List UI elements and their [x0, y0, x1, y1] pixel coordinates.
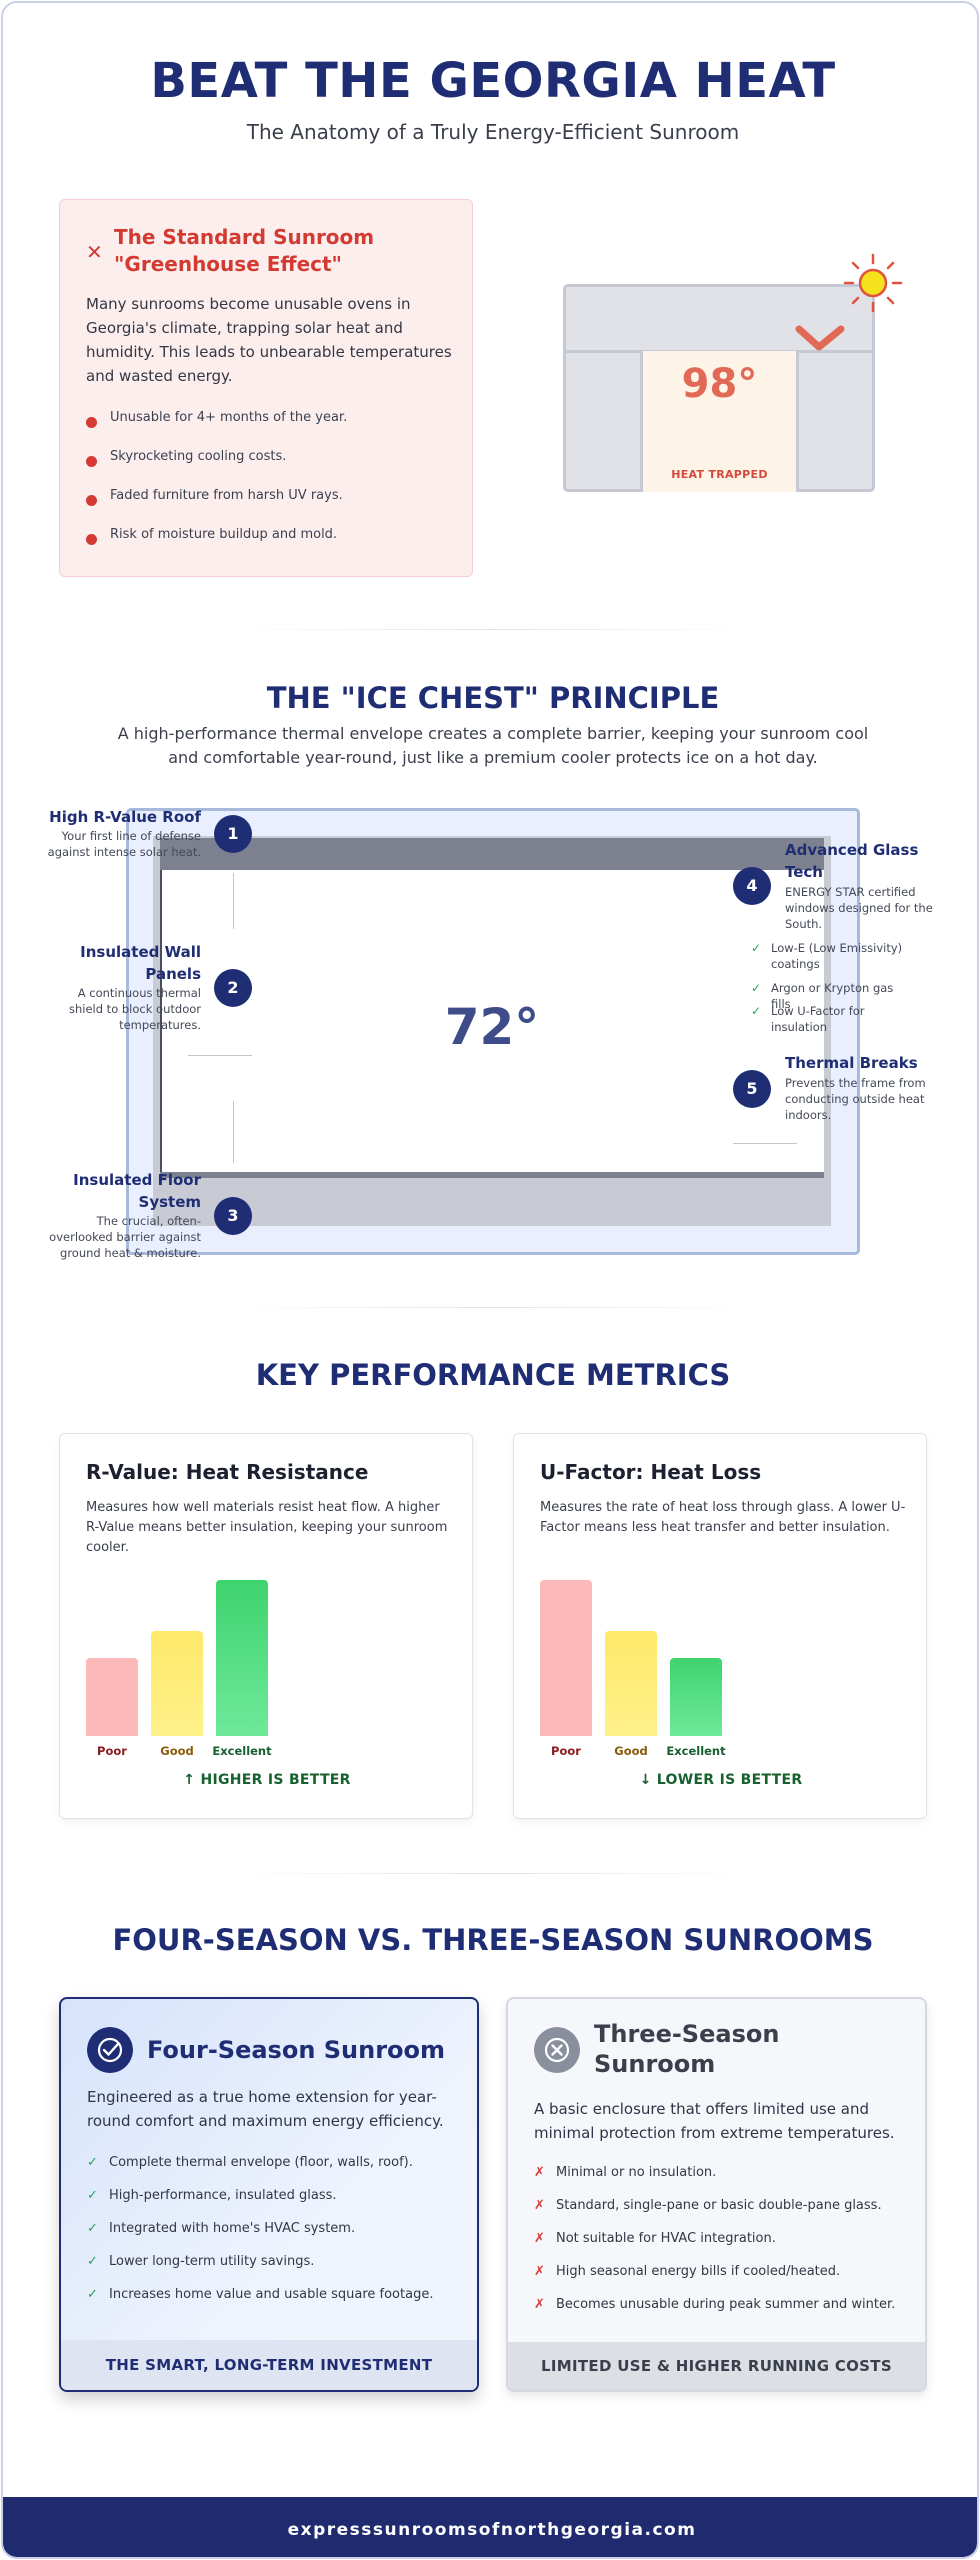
floor-connector-line	[233, 1101, 234, 1163]
u-factor-title: U-Factor: Heat Loss	[540, 1460, 762, 1484]
u-factor-footer: ↓ LOWER IS BETTER	[639, 1772, 803, 1788]
arrow-down-icon: ↓	[639, 1772, 652, 1788]
bar-label-excellent: Excellent	[212, 1744, 272, 1758]
bullet-dot-icon	[86, 495, 97, 506]
bar-poor	[540, 1580, 592, 1736]
insulated-roof-bar	[160, 838, 824, 870]
floor-label-title: Insulated Floor System	[73, 1171, 201, 1211]
thermal-break-label-desc: Prevents the frame from conducting outsi…	[785, 1076, 926, 1122]
bar-good	[605, 1631, 657, 1736]
glass-label-title: Advanced Glass Tech	[785, 841, 919, 881]
bullet-dot-icon	[86, 534, 97, 545]
check-icon: ✓	[87, 2254, 98, 2269]
x-mark-icon: ✗	[534, 2231, 545, 2246]
x-mark-icon: ✗	[534, 2297, 545, 2312]
website-link[interactable]: expresssunroomsofnorthgeorgia.com	[287, 2520, 697, 2540]
three-season-card: Three-Season Sunroom A basic enclosure t…	[506, 1997, 927, 2392]
wall-label-desc: A continuous thermal shield to block out…	[68, 986, 201, 1032]
four-season-title: Four-Season Sunroom	[147, 2036, 446, 2064]
three-season-footer: LIMITED USE & HIGHER RUNNING COSTS	[508, 2342, 925, 2390]
marker-5: 5	[733, 1070, 771, 1108]
marker-4: 4	[733, 867, 771, 905]
marker-2: 2	[214, 969, 252, 1007]
three-season-description: A basic enclosure that offers limited us…	[534, 2100, 895, 2142]
bar-excellent	[670, 1658, 722, 1736]
bullet-dot-icon	[86, 417, 97, 428]
floor-label-desc: The crucial, often-overlooked barrier ag…	[49, 1214, 201, 1260]
check-icon: ✓	[751, 1004, 762, 1018]
marker-3: 3	[214, 1197, 252, 1235]
site-footer: expresssunroomsofnorthgeorgia.com	[3, 2497, 977, 2557]
section-divider	[233, 629, 753, 630]
heat-trapped-label: HEAT TRAPPED	[671, 468, 768, 481]
x-mark-icon: ✗	[534, 2264, 545, 2279]
roof-connector-line	[233, 873, 234, 929]
bar-label-poor: Poor	[551, 1744, 581, 1758]
arrow-up-icon: ↑	[183, 1772, 196, 1788]
u-factor-description: Measures the rate of heat loss through g…	[540, 1500, 906, 1535]
four-season-description: Engineered as a true home extension for …	[87, 2088, 444, 2130]
four-season-card: Four-Season Sunroom Engineered as a true…	[59, 1997, 479, 2392]
roof-label-desc: Your first line of defense against inten…	[47, 829, 201, 859]
check-icon: ✓	[87, 2155, 98, 2170]
x-mark-icon: ✗	[534, 2198, 545, 2213]
section-divider	[233, 1307, 753, 1308]
check-circle-icon	[87, 2027, 133, 2073]
bar-label-good: Good	[160, 1744, 194, 1758]
bar-excellent	[216, 1580, 268, 1736]
bar-label-poor: Poor	[97, 1744, 127, 1758]
wall-label-title: Insulated Wall Panels	[80, 943, 201, 983]
bar-poor	[86, 1658, 138, 1736]
bar-label-good: Good	[614, 1744, 648, 1758]
check-icon: ✓	[87, 2188, 98, 2203]
four-season-footer: THE SMART, LONG-TERM INVESTMENT	[61, 2340, 477, 2390]
x-mark-icon: ✗	[534, 2165, 545, 2180]
r-value-card: R-Value: Heat Resistance Measures how we…	[59, 1433, 473, 1819]
bar-good	[151, 1631, 203, 1736]
bar-label-excellent: Excellent	[666, 1744, 726, 1758]
page-title: BEAT THE GEORGIA HEAT	[150, 53, 836, 109]
check-icon: ✓	[87, 2287, 98, 2302]
three-season-title: Three-Season Sunroom	[594, 2020, 780, 2078]
thermal-break-label-title: Thermal Breaks	[785, 1054, 918, 1072]
u-factor-card: U-Factor: Heat Loss Measures the rate of…	[513, 1433, 927, 1819]
x-circle-icon	[534, 2027, 580, 2073]
roof-label-title: High R-Value Roof	[49, 808, 201, 826]
insulated-floor-bar	[160, 1172, 824, 1178]
section-divider	[233, 1873, 753, 1874]
bullet-dot-icon	[86, 456, 97, 467]
greenhouse-problem-card: ✕ The Standard Sunroom "Greenhouse Effec…	[59, 199, 473, 577]
seasons-title: FOUR-SEASON VS. THREE-SEASON SUNROOMS	[112, 1923, 874, 1957]
marker-1: 1	[214, 815, 252, 853]
wall-connector-line	[188, 1055, 252, 1056]
metrics-title: KEY PERFORMANCE METRICS	[255, 1358, 731, 1392]
ice-chest-description: A high-performance thermal envelope crea…	[117, 724, 869, 767]
check-icon: ✓	[751, 941, 762, 955]
r-value-title: R-Value: Heat Resistance	[86, 1460, 369, 1484]
check-icon: ✓	[87, 2221, 98, 2236]
sunroom-interior	[160, 870, 824, 1172]
check-icon: ✓	[751, 981, 762, 995]
trapped-temperature: 98°	[681, 361, 758, 407]
page-subtitle: The Anatomy of a Truly Energy-Efficient …	[246, 120, 740, 144]
problem-description: Many sunrooms become unusable ovens in G…	[86, 295, 452, 385]
glass-label-desc: ENERGY STAR certified windows designed f…	[785, 885, 933, 931]
thermal-break-connector-line	[733, 1143, 797, 1144]
r-value-description: Measures how well materials resist heat …	[86, 1500, 448, 1555]
ice-chest-title: THE "ICE CHEST" PRINCIPLE	[266, 681, 720, 715]
room-temperature: 72°	[444, 998, 540, 1056]
problem-title: The Standard Sunroom "Greenhouse Effect"	[114, 225, 375, 276]
x-icon: ✕	[86, 240, 103, 264]
greenhouse-window	[640, 351, 799, 492]
sun-icon	[843, 253, 903, 313]
r-value-footer: ↑ HIGHER IS BETTER	[183, 1772, 351, 1788]
heat-arrow-icon	[795, 325, 845, 351]
